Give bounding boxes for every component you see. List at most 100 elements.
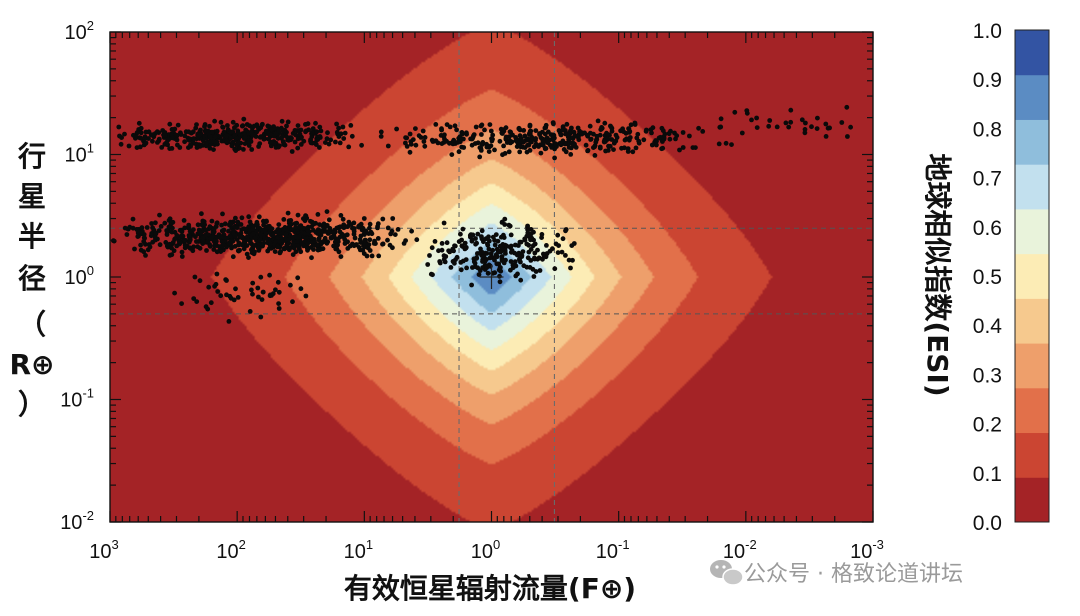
planet-point: [191, 296, 197, 301]
planet-point: [766, 123, 772, 129]
planet-point: [531, 274, 537, 279]
planet-point: [456, 135, 462, 141]
planet-point: [202, 124, 207, 129]
planet-point: [146, 136, 151, 141]
planet-point: [608, 123, 613, 129]
planet-point: [230, 254, 236, 260]
planet-point: [297, 224, 302, 230]
planet-point: [490, 247, 496, 253]
planet-point: [552, 266, 558, 272]
planet-point: [524, 233, 530, 239]
planet-point: [498, 265, 503, 270]
planet-point: [229, 245, 234, 251]
planet-point: [186, 225, 192, 230]
planet-point: [563, 227, 569, 232]
planet-point: [690, 145, 696, 151]
planet-point: [169, 229, 175, 235]
planet-point: [513, 242, 518, 248]
planet-point: [228, 238, 234, 244]
planet-point: [498, 249, 504, 255]
planet-point: [486, 246, 492, 252]
planet-point: [474, 240, 479, 246]
planet-point: [167, 216, 173, 222]
planet-point: [718, 124, 724, 130]
planet-point: [827, 125, 832, 131]
planet-point: [508, 259, 514, 264]
planet-point: [227, 233, 233, 239]
planet-point: [444, 240, 450, 246]
planet-point: [533, 136, 538, 141]
planet-point: [524, 241, 530, 247]
planet-point: [250, 291, 255, 297]
planet-point: [470, 265, 475, 270]
planet-point: [634, 135, 640, 141]
planet-point: [150, 132, 156, 138]
planet-point: [525, 255, 531, 261]
planet-point: [613, 138, 619, 144]
planet-point: [451, 137, 457, 143]
planet-point: [489, 138, 495, 144]
planet-point: [630, 149, 636, 155]
x-tick-label: 10-2: [723, 537, 757, 563]
planet-point: [172, 237, 178, 242]
planet-point: [191, 244, 197, 250]
planet-point: [187, 228, 193, 234]
planet-point: [293, 132, 299, 138]
planet-point: [349, 133, 355, 139]
planet-point: [450, 259, 456, 264]
planet-point: [447, 140, 452, 146]
y-tick-label: 10-1: [60, 386, 94, 412]
planet-point: [188, 142, 193, 148]
planet-point: [508, 232, 514, 238]
planet-point: [209, 218, 215, 224]
planet-point: [256, 214, 262, 220]
planet-point: [295, 128, 301, 133]
planet-point: [220, 211, 225, 217]
planet-point: [620, 126, 625, 132]
planet-point: [588, 136, 594, 142]
planet-point: [293, 225, 298, 231]
planet-point: [316, 238, 322, 243]
planet-point: [543, 146, 549, 151]
planet-point: [538, 150, 544, 156]
planet-point: [510, 262, 516, 268]
planet-point: [788, 119, 794, 125]
planet-point: [680, 130, 686, 135]
planet-point: [452, 123, 458, 129]
colorbar-tick-label: 0.1: [973, 463, 1002, 486]
planet-point: [182, 225, 188, 231]
planet-point: [495, 238, 501, 244]
colorbar-tick-label: 0.8: [973, 118, 1002, 141]
planet-point: [219, 228, 225, 234]
planet-point: [687, 133, 692, 139]
planet-point: [299, 240, 305, 246]
planet-point: [385, 237, 390, 243]
planet-point: [602, 120, 608, 126]
planet-point: [468, 234, 473, 240]
planet-point: [501, 143, 506, 149]
planet-point: [425, 262, 431, 267]
planet-point: [324, 223, 329, 229]
planet-point: [203, 140, 209, 146]
colorbar-title-text: 地球相似指数(ESI): [921, 153, 954, 396]
planet-point: [207, 123, 212, 129]
planet-point: [540, 256, 545, 262]
planet-point: [492, 242, 498, 248]
planet-point: [338, 254, 344, 259]
planet-point: [304, 245, 310, 251]
planet-point: [248, 130, 254, 135]
planet-point: [520, 249, 526, 255]
planet-point: [154, 129, 160, 135]
planet-point: [149, 231, 155, 236]
planet-point: [251, 123, 257, 129]
planet-point: [321, 238, 327, 244]
planet-point: [215, 289, 221, 294]
planet-point: [237, 247, 243, 253]
planet-point: [660, 139, 665, 144]
planet-point: [500, 131, 505, 136]
planet-point: [119, 135, 124, 141]
planet-point: [208, 236, 214, 242]
planet-point: [270, 232, 276, 238]
planet-point: [361, 231, 367, 237]
planet-point: [604, 135, 610, 141]
